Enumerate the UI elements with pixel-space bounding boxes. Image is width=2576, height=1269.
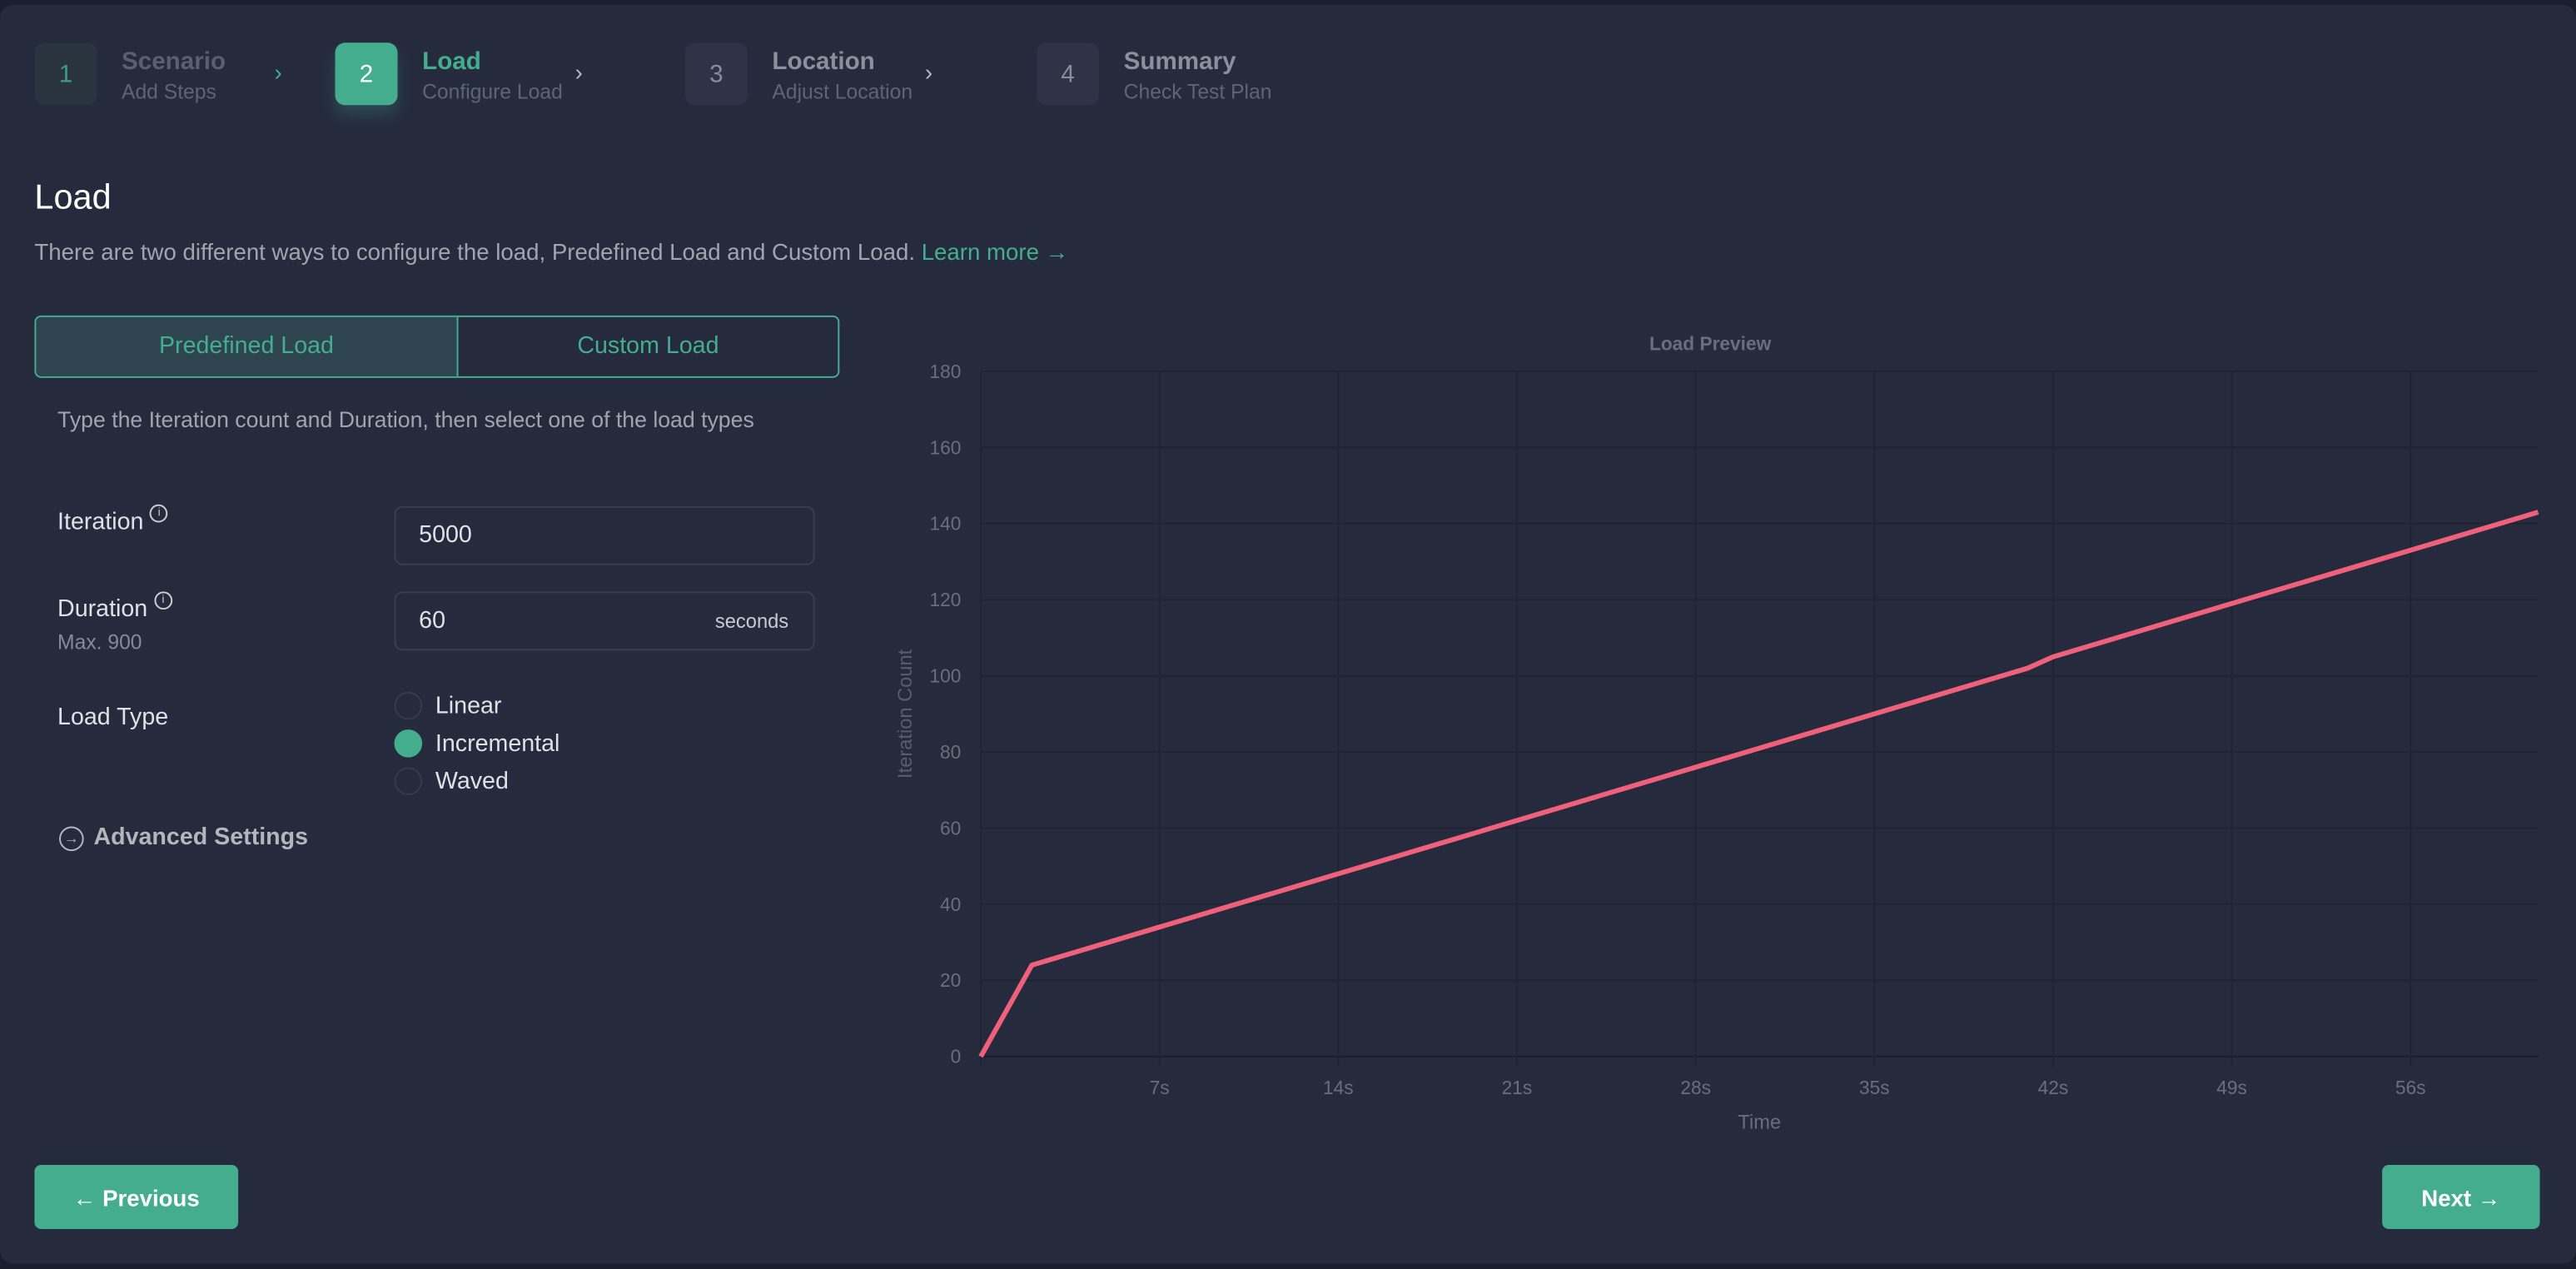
step-1-subtitle: Add Steps [122, 80, 216, 104]
info-icon[interactable]: i [150, 504, 169, 523]
y-tick-label: 60 [940, 817, 961, 839]
step-1-title[interactable]: Scenario [122, 47, 226, 76]
radio-circle-selected[interactable] [394, 729, 423, 758]
step-2-number[interactable]: 2 [335, 42, 398, 106]
duration-unit: seconds [714, 610, 789, 633]
y-tick-label: 40 [940, 893, 961, 915]
radio-label: Linear [435, 692, 502, 719]
y-tick-label: 20 [940, 969, 961, 991]
advanced-settings-label: Advanced Settings [93, 824, 309, 852]
chevron-right-icon: › [924, 59, 933, 86]
page-description: There are two different ways to configur… [34, 238, 1068, 265]
iteration-label-group: Iteration i [57, 504, 169, 538]
y-tick-label: 0 [951, 1046, 962, 1067]
step-4-subtitle: Check Test Plan [1123, 80, 1272, 104]
radio-circle[interactable] [394, 767, 423, 796]
x-tick-label: 7s [1150, 1077, 1170, 1098]
step-1-number[interactable]: 1 [34, 42, 97, 106]
learn-more-link[interactable]: Learn more → [921, 238, 1069, 265]
load-type-label: Load Type [57, 704, 169, 732]
y-tick-label: 180 [929, 361, 961, 382]
duration-input[interactable]: 60 seconds [394, 591, 815, 651]
advanced-settings-toggle[interactable]: → Advanced Settings [59, 824, 309, 852]
duration-value: 60 [419, 608, 446, 634]
iteration-value: 5000 [419, 522, 472, 550]
next-button[interactable]: Next → [2382, 1164, 2540, 1229]
y-axis-label: Iteration Count [895, 649, 917, 779]
previous-button[interactable]: ← Previous [34, 1164, 239, 1229]
description-text: There are two different ways to configur… [34, 238, 916, 265]
x-tick-label: 14s [1323, 1077, 1354, 1098]
duration-label-group: Duration i Max. 900 [57, 591, 172, 654]
y-tick-label: 80 [940, 741, 961, 763]
y-tick-label: 140 [929, 513, 961, 535]
radio-label: Incremental [435, 730, 560, 757]
x-tick-label: 21s [1502, 1077, 1533, 1098]
step-4-number[interactable]: 4 [1037, 42, 1100, 106]
load-preview-chart: Load Preview 0 20 40 60 80 100 120 140 160 180 7s 14… [895, 332, 2539, 1134]
iteration-input[interactable]: 5000 [394, 505, 815, 565]
form-hint: Type the Iteration count and Duration, t… [57, 407, 754, 432]
y-tick-label: 120 [929, 589, 961, 610]
page-title: Load [34, 179, 112, 217]
radio-label: Waved [435, 768, 509, 795]
radio-waved[interactable]: Waved [394, 767, 509, 796]
load-mode-tabs: Predefined Load Custom Load [34, 315, 840, 378]
duration-label: Duration [57, 596, 148, 623]
step-3-title[interactable]: Location [772, 47, 875, 76]
radio-linear[interactable]: Linear [394, 691, 502, 720]
chevron-right-icon: › [274, 59, 282, 86]
arrow-right-circle-icon: → [59, 825, 84, 851]
y-tick-label: 100 [929, 665, 961, 687]
x-tick-label: 56s [2395, 1077, 2426, 1098]
step-3-number[interactable]: 3 [684, 42, 748, 106]
chevron-right-icon: › [574, 59, 583, 86]
step-3-subtitle: Adjust Location [772, 80, 913, 104]
iteration-label: Iteration [57, 509, 144, 536]
x-tick-label: 35s [1859, 1077, 1890, 1098]
x-tick-label: 28s [1680, 1077, 1711, 1098]
x-tick-label: 49s [2216, 1077, 2247, 1098]
radio-circle[interactable] [394, 691, 423, 720]
tab-custom-load[interactable]: Custom Load [577, 333, 719, 361]
x-tick-label: 42s [2038, 1077, 2069, 1098]
x-axis-label: Time [1738, 1112, 1781, 1134]
radio-incremental[interactable]: Incremental [394, 729, 560, 758]
info-icon[interactable]: i [154, 591, 172, 610]
tab-predefined-load[interactable]: Predefined Load [36, 316, 459, 376]
series-line-0 [978, 510, 2539, 1058]
duration-max: Max. 900 [57, 630, 142, 654]
step-2-title[interactable]: Load [422, 47, 481, 76]
step-4-title[interactable]: Summary [1123, 47, 1236, 76]
y-tick-label: 160 [929, 436, 961, 458]
step-2-subtitle: Configure Load [422, 80, 563, 104]
chart-title: Load Preview [1649, 332, 1772, 354]
